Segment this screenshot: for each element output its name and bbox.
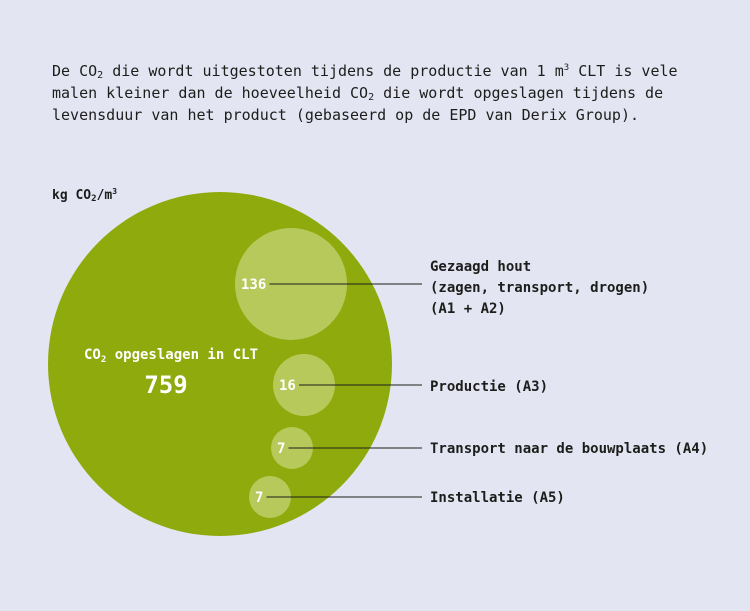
stored-label: CO2 opgeslagen in CLT: [84, 347, 258, 365]
unit-base: kg CO: [52, 188, 92, 203]
unit-label: kg CO2/m3: [52, 187, 118, 204]
unit-sub: 2: [91, 194, 97, 204]
emission-label: Productie (A3): [430, 379, 548, 395]
intro-part-3: CLT is vele malen kleiner dan de hoeveel…: [52, 62, 678, 102]
stored-value: 759: [144, 371, 187, 399]
emission-value: 7: [255, 490, 263, 506]
intro-sup-1: 3: [563, 63, 570, 73]
emission-value: 136: [241, 277, 266, 293]
stored-co2-circle: [48, 192, 392, 536]
emission-label: Installatie (A5): [430, 490, 565, 506]
intro-part-1: De CO: [52, 62, 98, 80]
intro-sub-2: 2: [368, 92, 375, 103]
intro-text: De CO2 die wordt uitgestoten tijdens de …: [52, 60, 712, 126]
intro-part-4: die wordt opgeslagen tijdens de levensdu…: [52, 84, 664, 124]
emission-label: Transport naar de bouwplaats (A4): [430, 441, 708, 457]
emission-label: Gezaagd hout (zagen, transport, drogen) (A…: [430, 259, 649, 317]
intro-sub-1: 2: [97, 70, 104, 81]
emission-value: 16: [279, 378, 296, 394]
unit-mid: /m: [96, 188, 113, 203]
intro-part-2: die wordt uitgestoten tijdens de product…: [103, 62, 564, 80]
emission-value: 7: [277, 441, 285, 457]
unit-sup: 3: [112, 187, 118, 196]
